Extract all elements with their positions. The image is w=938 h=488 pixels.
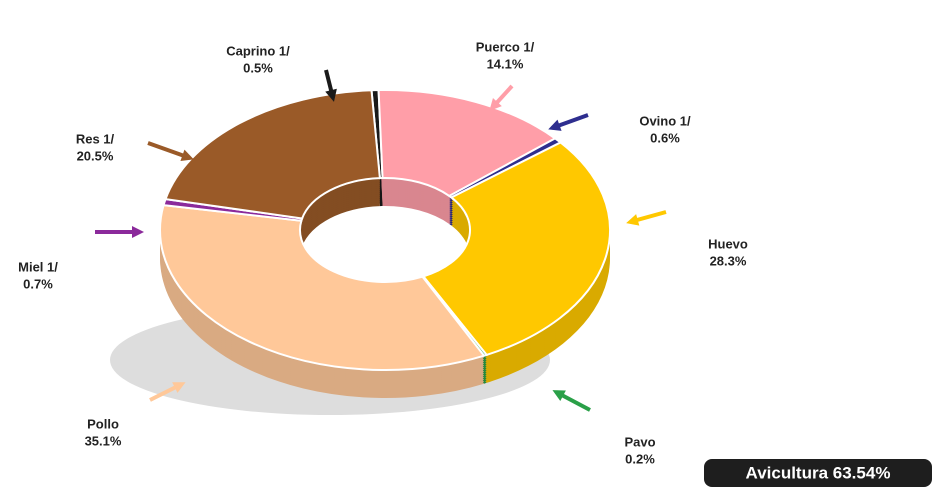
slice-value: 0.6% xyxy=(650,130,680,145)
arrow-head xyxy=(626,214,639,226)
slice-label: Ovino 1/ xyxy=(639,113,691,128)
slice-label: Res 1/ xyxy=(76,131,115,146)
slice-value: 0.5% xyxy=(243,60,273,75)
slice-value: 28.3% xyxy=(710,253,747,268)
slice-label: Miel 1/ xyxy=(18,259,58,274)
slice-label: Huevo xyxy=(708,236,748,251)
donut xyxy=(160,90,610,398)
slice-label: Pavo xyxy=(624,434,655,449)
chart: Avicultura 63.54% Caprino 1/0.5% Puerco 1… xyxy=(0,0,938,488)
slice-value: 0.7% xyxy=(23,276,53,291)
badge-text: Avicultura 63.54% xyxy=(746,463,891,482)
slice-value: 14.1% xyxy=(487,56,524,71)
slice-label: Pollo xyxy=(87,416,119,431)
slice-label: Caprino 1/ xyxy=(226,43,290,58)
arrow-head xyxy=(132,226,144,238)
slice-value: 35.1% xyxy=(85,433,122,448)
slice-value: 0.2% xyxy=(625,451,655,466)
slice-value: 20.5% xyxy=(77,148,114,163)
slice-label: Puerco 1/ xyxy=(476,39,535,54)
